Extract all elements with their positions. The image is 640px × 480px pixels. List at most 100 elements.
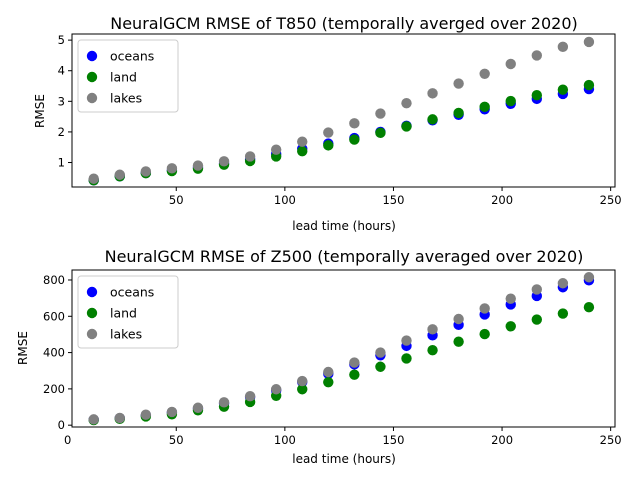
point-lakes [114,169,125,180]
point-land [453,336,464,347]
point-lakes [297,136,308,147]
legend-label-land: land [110,70,137,85]
point-lakes [192,402,204,413]
x-tick-label: 200 [491,433,513,447]
legend-label-oceans: oceans [110,49,154,64]
point-land [323,376,334,388]
x-axis-label: lead time (hours) [292,219,396,233]
point-lakes [401,97,412,109]
y-tick-label: 2 [58,125,65,139]
legend-marker-lakes [86,328,98,340]
point-lakes [349,118,360,129]
x-tick-label: 50 [169,433,184,447]
point-land [479,328,490,340]
legend-label-oceans: oceans [110,285,154,300]
point-land [531,90,543,101]
point-lakes [427,324,438,335]
z500-chart: NeuralGCM RMSE of Z500 (temporally avera… [16,247,622,466]
point-lakes [88,414,99,425]
point-land [427,114,438,125]
point-lakes [583,272,595,283]
point-land [375,361,386,372]
y-tick-label: 1 [58,156,65,170]
legend-box [77,39,179,113]
point-lakes [192,160,204,171]
y-tick-label: 3 [58,94,65,108]
point-lakes [531,284,543,295]
x-axis: 0 50 100 150 200 250 [64,427,622,447]
point-lakes [479,68,490,79]
point-lakes [140,166,152,177]
point-lakes [479,303,490,314]
point-land [323,140,334,151]
point-land [453,107,464,119]
point-lakes [401,335,412,346]
point-lakes [375,108,386,119]
point-land [427,345,438,356]
legend-marker-land [86,71,98,83]
point-land [479,101,490,113]
y-tick-label: 200 [43,382,65,396]
point-lakes [375,347,386,358]
point-land [349,369,360,380]
point-lakes [505,58,516,70]
point-lakes [244,390,256,402]
x-tick-label: 100 [274,433,296,447]
x-axis: 50 100 150 200 250 [169,187,622,207]
point-lakes [297,375,308,387]
legend-marker-land [86,307,98,319]
y-axis-label: RMSE [33,94,47,128]
data-points [88,36,595,186]
legend: oceans land lakes [77,275,179,349]
point-lakes [166,163,178,174]
point-land [297,384,308,395]
point-land [349,134,360,145]
y-tick-label: 4 [58,64,65,78]
y-tick-label: 400 [43,346,65,360]
point-lakes [505,293,516,304]
point-lakes [270,144,282,155]
point-lakes [349,357,360,368]
legend-marker-oceans [86,50,98,62]
point-land [557,84,569,95]
point-lakes [557,278,569,289]
point-land [557,308,569,319]
point-land [375,127,386,139]
legend: oceans land lakes [77,39,179,113]
point-land [297,145,308,157]
x-tick-label: 200 [491,193,513,207]
y-axis-label: RMSE [16,331,30,365]
t850-chart: NeuralGCM RMSE of T850 (temporally averg… [33,14,622,233]
x-tick-label: 150 [382,433,404,447]
legend-label-lakes: lakes [110,91,142,106]
point-lakes [557,41,569,53]
x-tick-label: 50 [169,193,184,207]
legend-marker-lakes [86,92,98,104]
legend-box [77,275,179,349]
x-tick-label: 150 [382,193,404,207]
x-axis-label: lead time (hours) [292,452,396,466]
point-land [531,314,543,325]
point-lakes [270,384,282,395]
y-axis: 0 200 400 600 800 [43,273,72,432]
point-lakes [218,397,230,408]
x-tick-label: 0 [64,433,71,447]
y-tick-label: 800 [43,273,65,287]
point-lakes [140,409,152,420]
chart-title: NeuralGCM RMSE of T850 (temporally averg… [110,14,578,33]
point-lakes [453,78,464,89]
legend-marker-oceans [86,286,98,298]
point-land [505,321,516,332]
chart-title: NeuralGCM RMSE of Z500 (temporally avera… [105,247,584,266]
legend-label-lakes: lakes [110,327,142,342]
point-lakes [88,173,99,184]
plot-frame [71,269,616,428]
point-lakes [323,127,334,138]
data-points [88,272,595,426]
point-lakes [244,151,256,162]
plot-frame [71,33,616,188]
point-lakes [114,412,125,424]
y-tick-label: 5 [58,33,65,47]
x-tick-label: 250 [600,193,622,207]
